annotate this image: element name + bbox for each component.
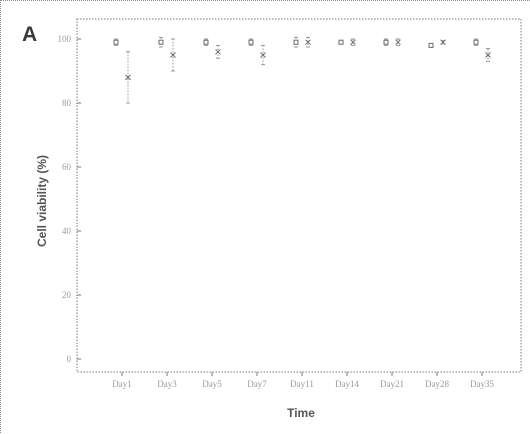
data-point xyxy=(204,40,208,44)
data-point xyxy=(384,40,388,44)
data-point xyxy=(474,40,478,44)
data-point xyxy=(294,40,298,44)
x-tick-label: Day5 xyxy=(202,379,222,389)
plot-frame xyxy=(77,19,521,372)
x-tick-label: Day1 xyxy=(112,379,132,389)
y-tick-label: 60 xyxy=(62,162,72,172)
x-axis-title: Time xyxy=(287,406,315,420)
y-axis-title: Cell viability (%) xyxy=(35,155,49,247)
x-tick-label: Day3 xyxy=(157,379,177,389)
y-tick-label: 100 xyxy=(58,34,72,44)
x-tick-label: Day28 xyxy=(425,379,449,389)
x-tick-label: Day14 xyxy=(335,379,359,389)
y-tick-label: 0 xyxy=(67,354,72,364)
data-point xyxy=(339,40,343,44)
data-point xyxy=(114,40,118,44)
x-tick-label: Day35 xyxy=(470,379,494,389)
x-tick-label: Day11 xyxy=(290,379,314,389)
x-tick-label: Day7 xyxy=(247,379,267,389)
y-tick-label: 40 xyxy=(62,226,72,236)
y-tick-label: 20 xyxy=(62,290,72,300)
data-point xyxy=(261,53,266,58)
y-tick-label: 80 xyxy=(62,98,72,108)
data-point xyxy=(159,40,163,44)
data-point xyxy=(429,43,433,47)
data-point xyxy=(216,49,221,54)
data-point xyxy=(249,40,253,44)
data-point xyxy=(486,53,491,58)
x-tick-label: Day21 xyxy=(380,379,404,389)
data-point xyxy=(171,53,176,58)
